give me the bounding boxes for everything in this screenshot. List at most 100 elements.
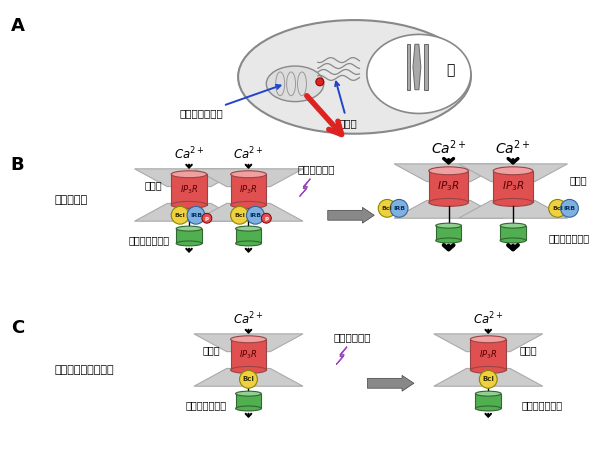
Text: IRB: IRB [250,213,262,218]
Ellipse shape [176,226,202,231]
FancyArrow shape [367,375,414,391]
Text: IRB: IRB [393,206,405,211]
Text: $IP_3R$: $IP_3R$ [437,180,460,193]
Text: Bcl: Bcl [382,206,392,211]
Ellipse shape [367,35,471,113]
Ellipse shape [230,171,266,178]
Circle shape [548,200,566,217]
Circle shape [316,78,324,86]
Bar [475,393,501,409]
Text: $Ca^{2+}$: $Ca^{2+}$ [233,146,264,162]
Polygon shape [194,334,303,352]
Circle shape [378,200,396,217]
Polygon shape [458,201,568,218]
Text: 小胞体: 小胞体 [520,346,538,356]
Ellipse shape [493,167,533,175]
Ellipse shape [429,199,469,206]
Circle shape [262,213,271,223]
Text: Bcl: Bcl [234,213,245,218]
Text: $Ca^{2+}$: $Ca^{2+}$ [173,146,205,162]
Text: Bcl: Bcl [175,213,185,218]
Text: C: C [11,319,24,337]
Ellipse shape [470,366,506,374]
Polygon shape [134,203,244,221]
Ellipse shape [236,406,262,411]
Circle shape [479,370,497,388]
Polygon shape [134,169,244,187]
Text: ストレス刺激: ストレス刺激 [297,164,335,174]
Bar [230,339,266,370]
Ellipse shape [470,336,506,343]
FancyArrow shape [328,207,374,223]
Text: アービット欠損細胞: アービット欠損細胞 [54,365,114,375]
Text: 正常な細胞: 正常な細胞 [54,195,88,205]
Text: Bcl: Bcl [482,376,494,383]
Bar [230,174,266,205]
Polygon shape [394,201,503,218]
Ellipse shape [230,336,266,343]
Text: Bcl: Bcl [552,206,563,211]
Polygon shape [458,164,568,182]
Bar [429,171,469,202]
Bar [176,228,202,244]
Ellipse shape [493,199,533,206]
Text: ミトコンドリア: ミトコンドリア [548,233,589,243]
Text: $Ca^{2+}$: $Ca^{2+}$ [473,310,503,327]
Ellipse shape [436,223,461,228]
Text: 核: 核 [446,63,455,77]
Text: $IP_3R$: $IP_3R$ [239,183,258,196]
Ellipse shape [500,238,526,243]
Circle shape [390,200,408,217]
Bar [500,226,526,240]
Text: ミトコンドリア: ミトコンドリア [179,85,280,118]
Text: p: p [265,216,268,221]
Polygon shape [434,334,543,352]
Polygon shape [407,44,410,90]
Ellipse shape [236,391,262,396]
Ellipse shape [236,241,262,246]
Bar [236,228,262,244]
Text: $IP_3R$: $IP_3R$ [479,348,497,361]
Text: IRB: IRB [190,213,202,218]
Circle shape [247,206,265,224]
Text: $IP_3R$: $IP_3R$ [502,180,524,193]
Text: $IP_3R$: $IP_3R$ [180,183,199,196]
Ellipse shape [171,201,207,209]
Bar [470,339,506,370]
Text: B: B [11,156,25,174]
Text: ミトコンドリア: ミトコンドリア [522,400,563,410]
Ellipse shape [436,238,461,243]
Text: 小胞体: 小胞体 [569,176,587,186]
Text: ミトコンドリア: ミトコンドリア [129,235,170,245]
Text: Bcl: Bcl [242,376,254,383]
Ellipse shape [429,167,469,175]
Bar [236,393,262,409]
Circle shape [239,370,257,388]
Ellipse shape [238,20,471,134]
Text: 小胞体: 小胞体 [145,181,162,191]
Bar [171,174,207,205]
Text: 小胞体: 小胞体 [335,82,357,128]
Text: $Ca^{2+}$: $Ca^{2+}$ [495,138,531,157]
Polygon shape [336,346,347,365]
Text: 小胞体: 小胞体 [202,346,220,356]
Ellipse shape [475,406,501,411]
Text: ミトコンドリア: ミトコンドリア [185,400,226,410]
Circle shape [187,206,205,224]
Polygon shape [299,179,310,197]
Polygon shape [194,203,303,221]
Ellipse shape [230,366,266,374]
Bar [493,171,533,202]
Ellipse shape [230,201,266,209]
Text: A: A [11,17,25,35]
Ellipse shape [500,223,526,228]
Polygon shape [194,368,303,386]
Ellipse shape [236,226,262,231]
Circle shape [171,206,189,224]
Text: $Ca^{2+}$: $Ca^{2+}$ [431,138,467,157]
Ellipse shape [475,391,501,396]
Polygon shape [434,368,543,386]
Text: IRB: IRB [563,206,575,211]
Polygon shape [394,164,503,182]
Bar [436,226,461,240]
